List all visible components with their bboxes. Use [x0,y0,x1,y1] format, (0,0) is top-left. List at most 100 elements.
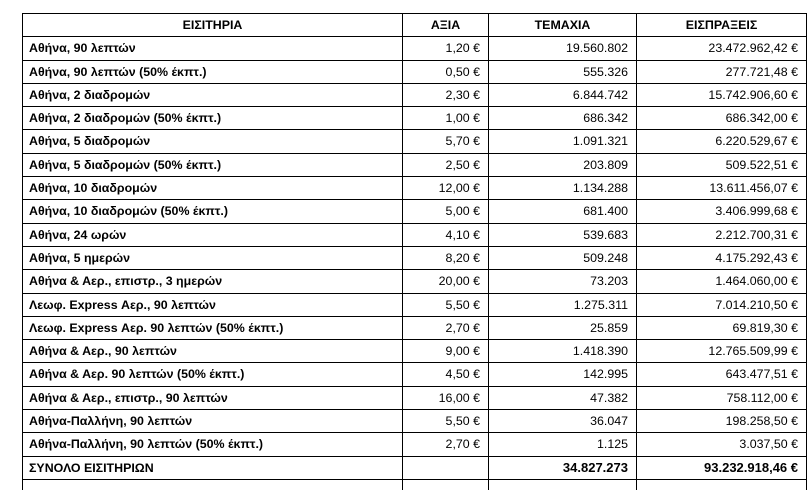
price-cell: 2,50 € [402,152,489,178]
ticket-name-cell: Αθήνα, 10 διαδρομών (50% έκπτ.) [22,199,403,224]
ticket-name-cell: Λεωφ. Express Αερ., 90 λεπτών [22,292,403,317]
ticket-name-cell: Αθήνα, 90 λεπτών (50% έκπτ.) [22,59,403,84]
table-row: Αθήνα & Αερ., επιστρ., 90 λεπτών 16,00 €4… [22,385,807,411]
quantity-cell: 1.091.321 [488,129,637,154]
total-row: ΣΥΝΟΛΟ ΕΙΣΙΤΗΡΙΩΝ 34.827.273 93.232.918,… [22,455,807,480]
quantity-cell: 203.809 [488,152,637,178]
quantity-cell: 73.203 [488,269,637,294]
quantity-cell: 6.844.742 [488,82,637,108]
ticket-name-cell: Λεωφ. Express Αερ. 90 λεπτών (50% έκπτ.) [22,315,403,341]
revenue-cell: 7.014.210,50 € [636,292,807,317]
table-body: Αθήνα, 90 λεπτών 1,20 €19.560.802 23.472.9… [22,36,807,490]
price-cell: 2,70 € [402,315,489,341]
revenue-cell: 3.406.999,68 € [636,199,807,224]
ticket-name-cell: Αθήνα & Αερ., επιστρ., 3 ημερών [22,269,403,294]
header-revenue: ΕΙΣΠΡΑΞΕΙΣ [636,12,807,38]
revenue-cell: 3.037,50 € [636,432,807,457]
price-cell: 12,00 € [402,176,489,201]
price-cell: 2,30 € [402,82,489,108]
quantity-cell: 36.047 [488,409,637,434]
table-row: Αθήνα-Παλλήνη, 90 λεπτών (50% έκπτ.) 2,70… [22,432,807,457]
quantity-cell: 47.382 [488,385,637,411]
table-row: Αθήνα, 5 διαδρομών 5,70 €1.091.321 6.220.5… [22,129,807,154]
table-header-row: ΕΙΣΙΤΗΡΙΑ ΑΞΙΑ ΤΕΜΑΧΙΑ ΕΙΣΠΡΑΞΕΙΣ [22,12,807,38]
ticket-name-cell: Αθήνα, 5 διαδρομών [22,129,403,154]
price-cell: 20,00 € [402,269,489,294]
price-cell: 1,20 € [402,36,489,61]
price-cell: 5,50 € [402,409,489,434]
table-row: Αθήνα, 90 λεπτών (50% έκπτ.) 0,50 €555.32… [22,59,807,84]
price-cell: 2,70 € [402,432,489,457]
revenue-cell: 13.611.456,07 € [636,176,807,201]
table-row: Αθήνα, 5 διαδρομών (50% έκπτ.) 2,50 €203.… [22,152,807,178]
revenue-cell: 15.742.906,60 € [636,82,807,108]
revenue-cell: 12.765.509,99 € [636,339,807,364]
price-cell: 5,70 € [402,129,489,154]
table-row: Λεωφ. Express Αερ., 90 λεπτών 5,50 €1.275… [22,292,807,317]
price-cell: 9,00 € [402,339,489,364]
revenue-cell: 509.522,51 € [636,152,807,178]
table-row: Λεωφ. Express Αερ. 90 λεπτών (50% έκπτ.)… [22,315,807,341]
quantity-cell: 539.683 [488,222,637,247]
quantity-cell: 686.342 [488,106,637,131]
ticket-name-cell: Αθήνα, 2 διαδρομών [22,82,403,108]
revenue-cell: 758.112,00 € [636,385,807,411]
table-row: Αθήνα, 90 λεπτών 1,20 €19.560.802 23.472.9… [22,36,807,61]
ticket-name-cell: Αθήνα, 5 διαδρομών (50% έκπτ.) [22,152,403,178]
quantity-cell: 1.418.390 [488,339,637,364]
price-cell: 8,20 € [402,245,489,271]
revenue-cell: 198.258,50 € [636,409,807,434]
ticket-name-cell: Αθήνα, 24 ωρών [22,222,403,247]
ticket-name-cell: Αθήνα, 10 διαδρομών [22,176,403,201]
ticket-name-cell: Αθήνα & Αερ. 90 λεπτών (50% έκπτ.) [22,362,403,387]
header-quantity: ΤΕΜΑΧΙΑ [488,12,637,38]
revenue-cell: 69.819,30 € [636,315,807,341]
quantity-cell: 142.995 [488,362,637,387]
price-cell: 4,10 € [402,222,489,247]
ticket-name-cell: Αθήνα-Παλλήνη, 90 λεπτών (50% έκπτ.) [22,432,403,457]
revenue-cell: 23.472.962,42 € [636,36,807,61]
quantity-cell: 25.859 [488,315,637,341]
table-row: Αθήνα, 10 διαδρομών 12,00 €1.134.288 13.61… [22,176,807,201]
total-price [402,455,489,480]
ticket-name-cell: Αθήνα, 90 λεπτών [22,36,403,61]
revenue-cell: 277.721,48 € [636,59,807,84]
table-row: Αθήνα, 24 ωρών 4,10 €539.683 2.212.700,31 … [22,222,807,247]
price-cell: 5,50 € [402,292,489,317]
price-cell: 0,50 € [402,59,489,84]
quantity-cell: 1.134.288 [488,176,637,201]
table-row: Αθήνα, 2 διαδρομών (50% έκπτ.) 1,00 €686.… [22,106,807,131]
total-revenue: 93.232.918,46 € [636,455,807,480]
price-cell: 16,00 € [402,385,489,411]
ticket-name-cell: Αθήνα & Αερ., επιστρ., 90 λεπτών [22,385,403,411]
quantity-cell: 1.125 [488,432,637,457]
table-row: Αθήνα-Παλλήνη, 90 λεπτών 5,50 €36.047 198.… [22,409,807,434]
ticket-revenue-table: ΕΙΣΙΤΗΡΙΑ ΑΞΙΑ ΤΕΜΑΧΙΑ ΕΙΣΠΡΑΞΕΙΣ Αθήνα,… [22,12,807,490]
price-cell: 5,00 € [402,199,489,224]
price-cell: 4,50 € [402,362,489,387]
quantity-cell: 1.275.311 [488,292,637,317]
ticket-name-cell: Αθήνα-Παλλήνη, 90 λεπτών [22,409,403,434]
table-row: Αθήνα & Αερ. 90 λεπτών (50% έκπτ.) 4,50 €… [22,362,807,387]
quantity-cell: 19.560.802 [488,36,637,61]
table-row: Αθήνα & Αερ., επιστρ., 3 ημερών 20,00 €73… [22,269,807,294]
revenue-cell: 4.175.292,43 € [636,245,807,271]
revenue-cell: 1.464.060,00 € [636,269,807,294]
quantity-cell: 509.248 [488,245,637,271]
quantity-cell: 681.400 [488,199,637,224]
table-row: Αθήνα, 5 ημερών 8,20 €509.248 4.175.292,43… [22,245,807,271]
total-quantity: 34.827.273 [488,455,637,480]
header-ticket: ΕΙΣΙΤΗΡΙΑ [22,12,403,38]
total-label: ΣΥΝΟΛΟ ΕΙΣΙΤΗΡΙΩΝ [22,455,403,480]
table-row: Αθήνα, 2 διαδρομών 2,30 €6.844.742 15.742.… [22,82,807,108]
price-cell: 1,00 € [402,106,489,131]
table-row: Αθήνα, 10 διαδρομών (50% έκπτ.) 5,00 €681… [22,199,807,224]
header-value: ΑΞΙΑ [402,12,489,38]
revenue-cell: 2.212.700,31 € [636,222,807,247]
ticket-name-cell: Αθήνα & Αερ., 90 λεπτών [22,339,403,364]
quantity-cell: 555.326 [488,59,637,84]
revenue-cell: 6.220.529,67 € [636,129,807,154]
ticket-name-cell: Αθήνα, 5 ημερών [22,245,403,271]
table-row: Αθήνα & Αερ., 90 λεπτών 9,00 €1.418.390 12… [22,339,807,364]
revenue-cell: 643.477,51 € [636,362,807,387]
